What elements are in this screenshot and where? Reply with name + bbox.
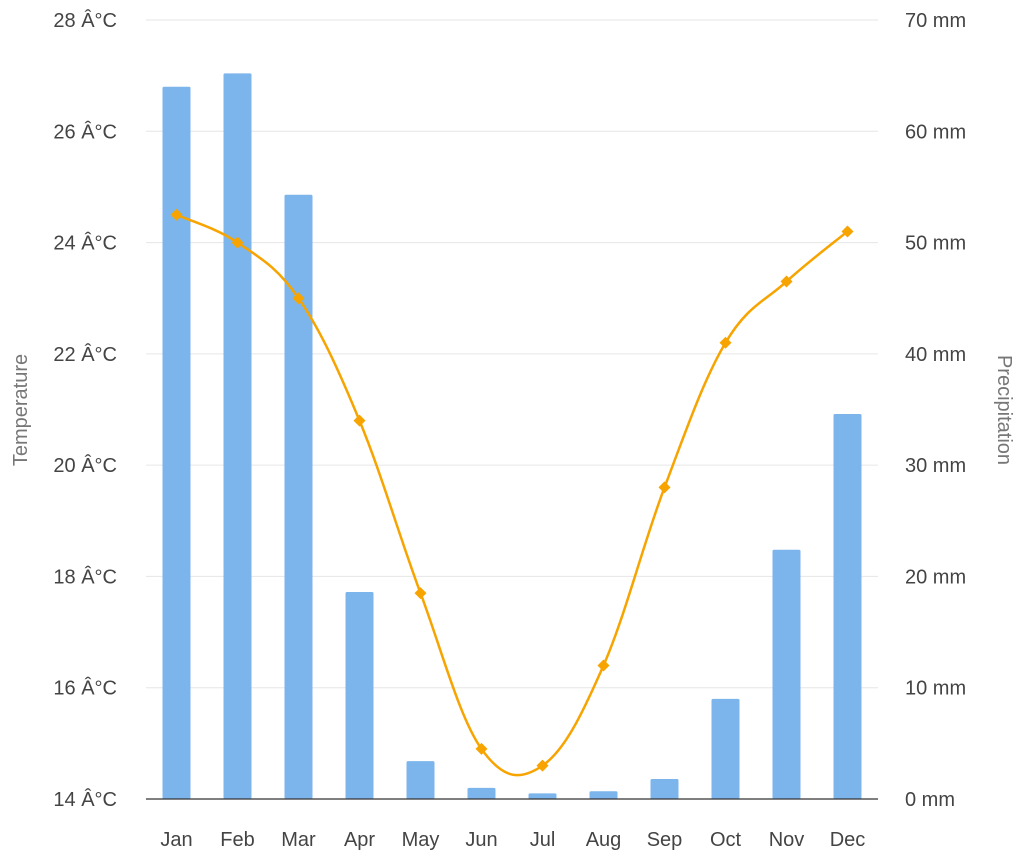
precipitation-bar-may: [406, 761, 435, 799]
temperature-point-sep: [658, 481, 671, 494]
precipitation-bar-mar: [284, 194, 313, 799]
y-left-tick-label: 28 Â°C: [53, 9, 117, 32]
x-tick-label: Sep: [647, 829, 683, 851]
axis-labels: 28 Â°C 70 mm 26 Â°C 60 mm 24 Â°C 50 mm 22 Â°C 4…: [10, 9, 1015, 851]
y-right-tick-label: 30 mm: [905, 455, 966, 477]
x-tick-label: Oct: [710, 829, 742, 851]
y-left-tick-label: 14 Â°C: [53, 788, 117, 811]
temperature-point-oct: [719, 336, 732, 349]
y-right-tick-label: 70 mm: [905, 10, 966, 32]
x-tick-label: Mar: [281, 829, 316, 851]
x-tick-label: Nov: [769, 829, 805, 851]
x-tick-label: Jul: [530, 829, 556, 851]
temperature-line-path: [175, 213, 849, 777]
y-right-tick-label: 60 mm: [905, 121, 966, 143]
x-tick-label: Feb: [220, 829, 254, 851]
temperature-point-nov: [780, 275, 793, 288]
temperature-line: [170, 208, 854, 777]
x-tick-label: Jun: [465, 829, 497, 851]
temperature-point-mar: [292, 292, 305, 305]
precipitation-bar-nov: [772, 549, 801, 799]
precipitation-bar-aug: [589, 791, 618, 799]
precipitation-bar-sep: [650, 778, 679, 799]
precipitation-bar-jul: [528, 793, 557, 799]
y-left-tick-label: 16 Â°C: [53, 677, 117, 700]
x-tick-label: Jan: [160, 829, 192, 851]
precipitation-bar-apr: [345, 592, 374, 799]
precipitation-bar-jun: [467, 787, 496, 799]
temperature-point-feb: [231, 236, 244, 249]
y-right-axis-title: Precipitation: [993, 355, 1015, 465]
y-left-axis-title: Temperature: [10, 354, 32, 466]
gridlines: [146, 19, 878, 689]
y-left-tick-label: 22 Â°C: [53, 343, 117, 366]
y-left-tick-label: 18 Â°C: [53, 565, 117, 588]
x-tick-label: Apr: [344, 829, 375, 851]
precipitation-bar-oct: [711, 698, 740, 799]
y-right-tick-label: 10 mm: [905, 678, 966, 700]
precipitation-bar-feb: [223, 73, 252, 800]
x-tick-label: Dec: [830, 829, 866, 851]
y-left-tick-label: 24 Â°C: [53, 232, 117, 255]
precipitation-bar-dec: [833, 413, 862, 799]
x-tick-label: May: [402, 829, 440, 851]
x-tick-label: Aug: [586, 829, 622, 851]
y-right-tick-label: 50 mm: [905, 233, 966, 255]
temperature-point-may: [414, 587, 427, 600]
y-right-tick-label: 40 mm: [905, 344, 966, 366]
precipitation-bar-jan: [162, 86, 191, 800]
temperature-point-dec: [841, 225, 854, 238]
temperature-point-jan: [170, 208, 183, 221]
y-left-tick-label: 26 Â°C: [53, 120, 117, 143]
temperature-point-jul: [536, 759, 549, 772]
temperature-point-aug: [597, 659, 610, 672]
y-left-tick-label: 20 Â°C: [53, 454, 117, 477]
temperature-point-jun: [475, 742, 488, 755]
precipitation-bars: [162, 73, 862, 800]
y-right-tick-label: 20 mm: [905, 566, 966, 588]
y-right-tick-label: 0 mm: [905, 789, 955, 811]
temperature-point-apr: [353, 414, 366, 427]
